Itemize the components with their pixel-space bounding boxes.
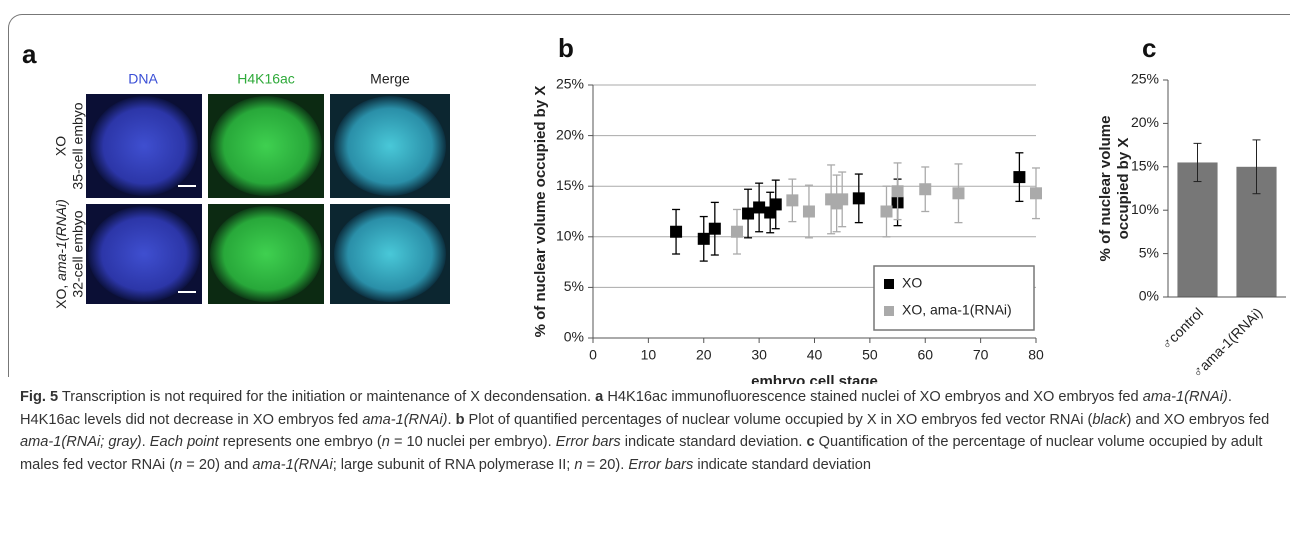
legend-label: XO, ama-1(RNAi) bbox=[902, 302, 1012, 318]
legend-swatch bbox=[884, 279, 894, 289]
x-axis-title: embryo cell stage bbox=[751, 373, 878, 384]
column-header: H4K16ac bbox=[237, 71, 295, 87]
point bbox=[891, 185, 904, 198]
legend-swatch bbox=[884, 306, 894, 316]
micrographs bbox=[86, 94, 450, 304]
y-tick-label: 10% bbox=[556, 228, 584, 244]
point bbox=[708, 222, 721, 235]
caption-run: represents one embryo ( bbox=[218, 434, 382, 450]
caption-run: Quantification of the percentage of nucl… bbox=[20, 434, 1263, 473]
row-label-part: ama-1(RNAi) bbox=[53, 199, 69, 281]
x-tick-label: 30 bbox=[751, 347, 767, 363]
caption-run: . H4K16ac levels did not decrease in XO … bbox=[20, 389, 1232, 428]
y-axis-title: % of nuclear volume occupied by X bbox=[532, 86, 549, 338]
y-tick-label: 25% bbox=[1131, 71, 1159, 87]
point bbox=[852, 192, 865, 205]
caption-run: . bbox=[447, 411, 456, 428]
x-tick-label: 0 bbox=[589, 347, 597, 363]
point bbox=[952, 187, 965, 200]
caption-run: Plot of quantified percentages of nuclea… bbox=[464, 411, 1093, 428]
caption-run: = 10 nuclei per embryo). bbox=[389, 434, 556, 450]
x-tick-label: 70 bbox=[973, 347, 989, 363]
caption-run: ama-1(RNAi) bbox=[1142, 389, 1228, 405]
y-tick-label: 10% bbox=[1131, 201, 1159, 217]
row-label: 35-cell embyo bbox=[70, 102, 86, 189]
caption-run: H4K16ac immunofluorescence stained nucle… bbox=[603, 389, 1143, 405]
y-tick-label: 0% bbox=[564, 329, 584, 345]
column-header: DNA bbox=[128, 71, 158, 87]
caption-run: black bbox=[1092, 411, 1127, 428]
caption-run: ama-1(RNAi; gray) bbox=[20, 434, 142, 450]
caption-run: = 20) and bbox=[182, 456, 253, 473]
row-label-part: XO, bbox=[53, 281, 69, 309]
point bbox=[880, 205, 893, 218]
caption-run: n bbox=[574, 456, 583, 473]
point bbox=[742, 207, 755, 220]
caption-run: ama-1(RNAi bbox=[252, 456, 333, 473]
point bbox=[802, 205, 815, 218]
caption: Fig. 5 Transcription is not required for… bbox=[20, 386, 1282, 476]
y-axis-title: % of nuclear volume bbox=[1097, 116, 1114, 262]
x-tick-label: 60 bbox=[917, 347, 933, 363]
panel-label: b bbox=[558, 33, 574, 63]
y-tick-label: 15% bbox=[556, 177, 584, 193]
x-tick-label: 20 bbox=[696, 347, 712, 363]
point bbox=[697, 232, 710, 245]
point bbox=[919, 183, 932, 196]
y-tick-label: 20% bbox=[1131, 114, 1159, 130]
y-axis-title: occupied by X bbox=[1115, 138, 1132, 240]
caption-run: Each point bbox=[149, 434, 219, 450]
row-label: 32-cell embyo bbox=[70, 210, 86, 297]
point bbox=[670, 225, 683, 238]
point bbox=[786, 194, 799, 207]
caption-run: ; large subunit of RNA polymerase II; bbox=[332, 456, 575, 473]
y-tick-label: 20% bbox=[556, 126, 584, 142]
row-label: XO, ama-1(RNAi) bbox=[53, 199, 69, 309]
caption-run: a bbox=[595, 389, 604, 405]
y-tick-label: 5% bbox=[1139, 244, 1159, 260]
caption-run: indicate standard deviation. bbox=[620, 434, 807, 450]
x-tick-label: 10 bbox=[641, 347, 657, 363]
caption-run: n bbox=[174, 456, 183, 473]
x-tick-label: ♂control bbox=[1158, 304, 1206, 352]
caption-run: Transcription is not required for the in… bbox=[58, 389, 596, 405]
panel-label: c bbox=[1142, 33, 1156, 63]
figure: a DNA H4K16ac Merge XO 35-cell embyo XO,… bbox=[22, 33, 1286, 384]
caption-run: Error bars bbox=[628, 456, 694, 473]
caption-run: ) and XO embryos fed bbox=[1126, 411, 1270, 428]
bar bbox=[1177, 162, 1218, 297]
point bbox=[1030, 187, 1042, 200]
point bbox=[730, 225, 743, 238]
figure-frame bbox=[8, 14, 1290, 377]
point bbox=[1013, 171, 1026, 184]
caption-run: b bbox=[455, 411, 465, 428]
caption-run: = 20). bbox=[582, 456, 629, 473]
caption-run: . bbox=[141, 434, 150, 450]
legend-label: XO bbox=[902, 275, 922, 291]
panel-label: a bbox=[22, 39, 37, 69]
column-header: Merge bbox=[370, 71, 410, 87]
caption-run: Fig. 5 bbox=[20, 389, 59, 405]
x-tick-label: 80 bbox=[1028, 347, 1044, 363]
row-label: XO bbox=[53, 136, 69, 156]
x-tick-label: 50 bbox=[862, 347, 878, 363]
y-tick-label: 15% bbox=[1131, 158, 1159, 174]
caption-run: Error bars bbox=[555, 434, 621, 450]
point bbox=[753, 201, 766, 214]
caption-run: n bbox=[381, 434, 390, 450]
caption-run: c bbox=[806, 434, 815, 450]
x-tick-label: 40 bbox=[807, 347, 823, 363]
caption-run: indicate standard deviation bbox=[693, 456, 871, 473]
y-tick-label: 0% bbox=[1139, 288, 1159, 304]
legend-box bbox=[873, 265, 1035, 331]
caption-run: ama-1(RNAi) bbox=[362, 411, 448, 428]
y-tick-label: 25% bbox=[556, 76, 584, 92]
point bbox=[769, 198, 782, 211]
point bbox=[836, 193, 849, 206]
y-tick-label: 5% bbox=[564, 278, 584, 294]
